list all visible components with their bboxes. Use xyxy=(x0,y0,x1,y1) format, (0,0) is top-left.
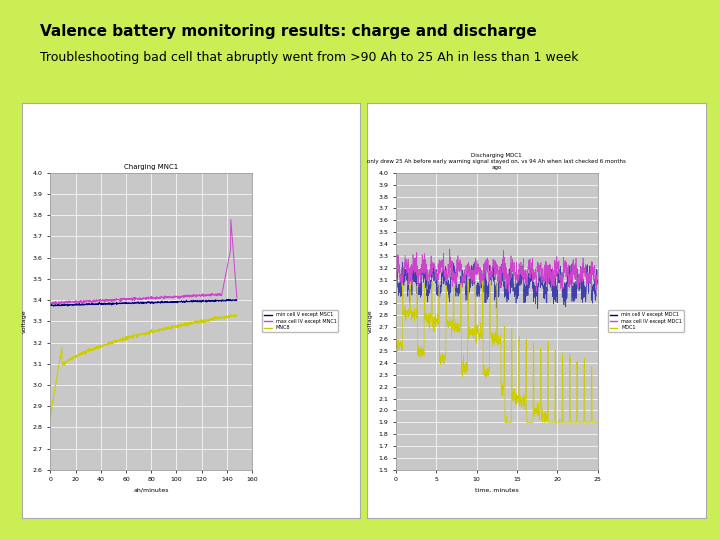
min cell V except MSC1 xyxy=(155,299,163,306)
Legend: min cell V except MSC1, max cell IV except MNC1, MNC8: min cell V except MSC1, max cell IV exce… xyxy=(263,310,338,332)
Text: Valence battery monitoring results: charge and discharge: Valence battery monitoring results: char… xyxy=(40,24,536,39)
MDC1 xyxy=(531,410,539,417)
min cell V except MDC1 xyxy=(593,278,602,284)
MDC1 xyxy=(553,419,562,426)
min cell V except MDC1 xyxy=(413,269,421,275)
Line: min cell V except MSC1: min cell V except MSC1 xyxy=(50,299,237,306)
MNC8 xyxy=(58,344,66,350)
Y-axis label: voltage: voltage xyxy=(368,309,373,333)
X-axis label: time, minutes: time, minutes xyxy=(475,488,518,493)
max cell IV except MDC1 xyxy=(553,265,562,272)
Title: Discharging MDC1
only drew 25 Ah before early warning signal stayed on, vs 94 Ah: Discharging MDC1 only drew 25 Ah before … xyxy=(367,153,626,170)
min cell V except MSC1 xyxy=(58,302,66,308)
MDC1 xyxy=(413,308,421,315)
min cell V except MDC1 xyxy=(553,300,562,306)
min cell V except MSC1 xyxy=(165,299,174,305)
max cell IV except MNC1 xyxy=(227,216,235,222)
max cell IV except MDC1 xyxy=(531,272,539,279)
MDC1 xyxy=(474,322,482,329)
min cell V except MDC1 xyxy=(410,256,419,263)
min cell V except MSC1 xyxy=(233,297,241,303)
max cell IV except MNC1 xyxy=(58,300,66,306)
min cell V except MDC1 xyxy=(534,306,542,312)
min cell V except MSC1 xyxy=(160,299,168,306)
MNC8 xyxy=(154,327,163,333)
max cell IV except MDC1 xyxy=(446,246,454,252)
max cell IV except MNC1 xyxy=(50,301,58,307)
Legend: min cell V except MDC1, max cell IV except MDC1, MDC1: min cell V except MDC1, max cell IV exce… xyxy=(608,310,684,332)
max cell IV except MNC1 xyxy=(233,295,241,301)
min cell V except MSC1 xyxy=(46,302,55,308)
MDC1 xyxy=(593,419,602,426)
MNC8 xyxy=(159,327,168,333)
MNC8 xyxy=(46,414,55,421)
MDC1 xyxy=(392,284,400,291)
MDC1 xyxy=(481,373,490,379)
MDC1 xyxy=(464,278,472,284)
max cell IV except MNC1 xyxy=(155,295,163,302)
max cell IV except MDC1 xyxy=(413,261,421,267)
min cell V except MDC1 xyxy=(549,301,558,307)
Line: max cell IV except MDC1: max cell IV except MDC1 xyxy=(396,249,598,292)
max cell IV except MDC1 xyxy=(392,265,400,271)
X-axis label: ah/minutes: ah/minutes xyxy=(133,488,169,493)
MNC8 xyxy=(187,319,196,325)
max cell IV except MNC1 xyxy=(160,295,168,302)
MNC8 xyxy=(207,317,215,323)
min cell V except MDC1 xyxy=(474,290,482,296)
min cell V except MSC1 xyxy=(49,303,58,309)
min cell V except MSC1 xyxy=(224,296,233,302)
min cell V except MDC1 xyxy=(481,300,490,306)
Line: min cell V except MDC1: min cell V except MDC1 xyxy=(396,260,598,309)
max cell IV except MDC1 xyxy=(474,265,482,271)
MNC8 xyxy=(230,311,239,318)
Line: MNC8: MNC8 xyxy=(50,314,237,417)
max cell IV except MNC1 xyxy=(165,294,174,300)
Text: Troubleshooting bad cell that abruptly went from >90 Ah to 25 Ah in less than 1 : Troubleshooting bad cell that abruptly w… xyxy=(40,51,578,64)
min cell V except MSC1 xyxy=(188,299,197,305)
MNC8 xyxy=(165,324,174,330)
MNC8 xyxy=(233,312,241,318)
max cell IV except MDC1 xyxy=(593,267,602,274)
min cell V except MSC1 xyxy=(207,298,215,304)
Y-axis label: voltage: voltage xyxy=(22,309,27,333)
max cell IV except MNC1 xyxy=(188,292,197,298)
Title: Charging MNC1: Charging MNC1 xyxy=(124,164,179,170)
Line: MDC1: MDC1 xyxy=(396,281,598,422)
max cell IV except MDC1 xyxy=(481,261,490,267)
min cell V except MDC1 xyxy=(392,276,400,282)
Line: max cell IV except MNC1: max cell IV except MNC1 xyxy=(50,219,237,304)
max cell IV except MDC1 xyxy=(532,288,541,295)
MDC1 xyxy=(500,419,509,426)
min cell V except MDC1 xyxy=(531,294,539,301)
max cell IV except MNC1 xyxy=(207,291,215,298)
MDC1 xyxy=(549,419,558,426)
max cell IV except MNC1 xyxy=(46,300,55,306)
max cell IV except MDC1 xyxy=(549,267,558,274)
